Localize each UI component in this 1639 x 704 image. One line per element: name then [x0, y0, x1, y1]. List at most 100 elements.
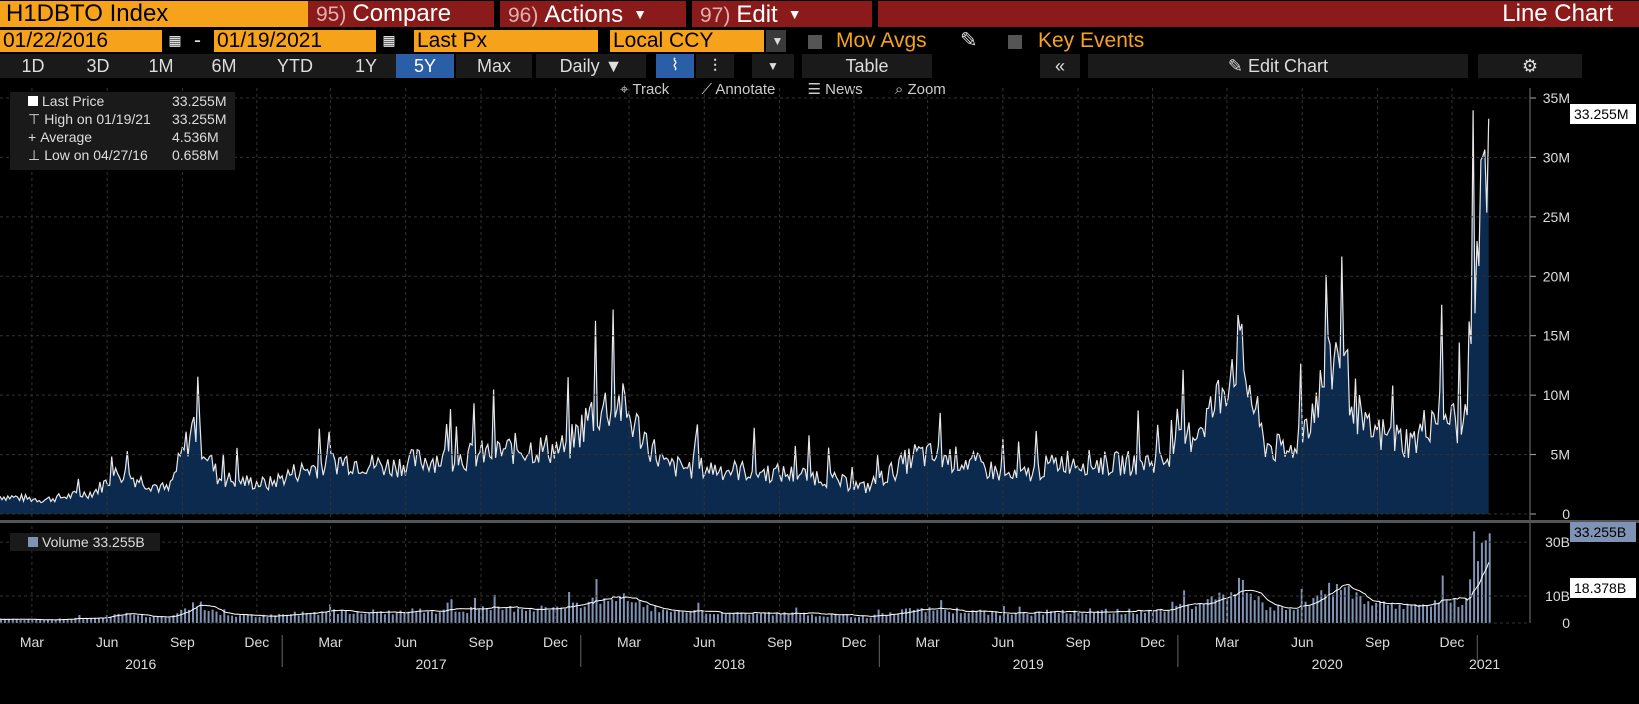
volume-bar [438, 612, 441, 623]
volume-bar [842, 614, 845, 623]
period-1m[interactable]: 1M [130, 54, 192, 78]
volume-bar [505, 608, 508, 623]
volume-bar [329, 604, 332, 623]
volume-bar [967, 612, 970, 623]
volume-bar [391, 614, 394, 623]
ticker-field[interactable]: H1DBTO Index [0, 1, 320, 27]
legend-average: + Average 4.536M [28, 129, 219, 145]
volume-bar [1108, 614, 1111, 623]
mov-avgs-checkbox[interactable] [808, 35, 822, 49]
volume-bar [513, 611, 516, 623]
volume-bar [254, 617, 257, 623]
volume-bar [1022, 612, 1025, 623]
volume-bar [634, 602, 637, 623]
volume-bar [489, 610, 492, 623]
volume-bar [74, 617, 77, 623]
tool-news[interactable]: ☰ News [807, 81, 863, 98]
volume-bar [1132, 613, 1135, 623]
volume-bar [1136, 614, 1139, 623]
volume-bar [266, 617, 269, 623]
volume-bar [1187, 604, 1190, 623]
volume-bar [1445, 600, 1448, 623]
volume-bar [274, 615, 277, 623]
frequency-select[interactable]: Daily ▼ [536, 54, 646, 78]
volume-bar [999, 615, 1001, 623]
calendar-icon[interactable]: ▦ [168, 32, 182, 48]
collapse-icon[interactable]: « [1040, 54, 1080, 78]
volume-bar [764, 612, 766, 623]
volume-bar [1206, 599, 1209, 623]
volume-bar [43, 620, 46, 623]
volume-bar [928, 607, 931, 623]
actions-num: 96) [508, 4, 539, 27]
end-date-field[interactable]: 01/19/2021 [214, 30, 376, 52]
volume-bar [1410, 604, 1413, 623]
volume-bar [869, 617, 872, 623]
volume-bar [1359, 596, 1362, 623]
volume-bar [521, 609, 524, 623]
chevron-down-icon[interactable]: ▼ [752, 54, 794, 78]
volume-bar [297, 615, 300, 623]
actions-button[interactable]: 96) Actions ▼ [500, 1, 686, 28]
calendar-icon[interactable]: ▦ [382, 32, 396, 48]
tool-annotate[interactable]: ⟋ Annotate [701, 81, 776, 98]
volume-bar [1296, 609, 1299, 623]
volume-bar [1347, 585, 1350, 623]
field-select[interactable]: Last Px [414, 30, 598, 52]
volume-bar [638, 601, 641, 623]
currency-select[interactable]: Local CCY [610, 30, 764, 52]
legend-swatch [28, 537, 38, 547]
y-tick-label: 15M [1543, 328, 1570, 344]
volume-bar [446, 602, 449, 623]
volume-bar [736, 612, 739, 623]
volume-bar [1112, 613, 1115, 623]
period-5y[interactable]: 5Y [396, 54, 454, 78]
volume-bar [615, 601, 618, 623]
volume-bar [231, 615, 234, 623]
volume-bar [372, 609, 375, 623]
compare-button[interactable]: 95) Compare [308, 1, 494, 27]
start-date-field[interactable]: 01/22/2016 [0, 30, 162, 52]
volume-bar [434, 613, 437, 623]
period-max[interactable]: Max [456, 54, 532, 78]
volume-bar [278, 613, 281, 623]
volume-bar [1218, 592, 1221, 623]
volume-bar [814, 616, 817, 623]
year-label: 2021 [1469, 656, 1500, 672]
volume-bar [203, 610, 206, 623]
pencil-icon[interactable]: ✎ [960, 29, 978, 52]
volume-bar [666, 610, 668, 623]
chevron-down-icon[interactable]: ▼ [766, 30, 786, 52]
volume-bar [450, 599, 453, 623]
volume-bar [818, 615, 821, 623]
volume-bar [454, 611, 457, 623]
volume-bar [27, 619, 30, 623]
x-axis: Mar Jun Sep Dec Mar Jun Sep Dec Mar Jun Sep Dec Mar J… [20, 634, 1501, 672]
gear-icon[interactable]: ⚙ [1478, 54, 1582, 78]
edit-button[interactable]: 97) Edit ▼ [692, 1, 872, 28]
volume-bar [1085, 614, 1088, 623]
volume-bar [360, 613, 363, 623]
volume-bar [924, 612, 927, 623]
volume-bar [1018, 606, 1021, 623]
volume-bar [681, 611, 684, 623]
volume-bar [1253, 600, 1256, 623]
period-6m[interactable]: 6M [192, 54, 256, 78]
table-button[interactable]: Table [802, 54, 932, 78]
period-1y[interactable]: 1Y [334, 54, 398, 78]
period-ytd[interactable]: YTD [256, 54, 334, 78]
volume-bar [380, 611, 382, 623]
period-3d[interactable]: 3D [66, 54, 130, 78]
tool-track[interactable]: ⌖ Track [620, 81, 670, 98]
volume-bar [227, 615, 230, 623]
edit-chart-button[interactable]: ✎ Edit Chart [1088, 54, 1468, 78]
line-chart-icon[interactable]: ⌇ [656, 54, 694, 78]
chart-canvas[interactable]: Mar Jun Sep Dec Mar Jun Sep Dec Mar Jun Sep Dec Mar J… [0, 78, 1639, 704]
tool-zoom[interactable]: ⌕ Zoom [894, 81, 946, 98]
volume-bar [799, 614, 802, 623]
volume-bar [897, 613, 900, 623]
period-1d[interactable]: 1D [0, 54, 66, 78]
volume-bar [1124, 614, 1127, 623]
bar-chart-icon[interactable]: ⫶ [696, 54, 734, 78]
key-events-checkbox[interactable] [1008, 35, 1022, 49]
